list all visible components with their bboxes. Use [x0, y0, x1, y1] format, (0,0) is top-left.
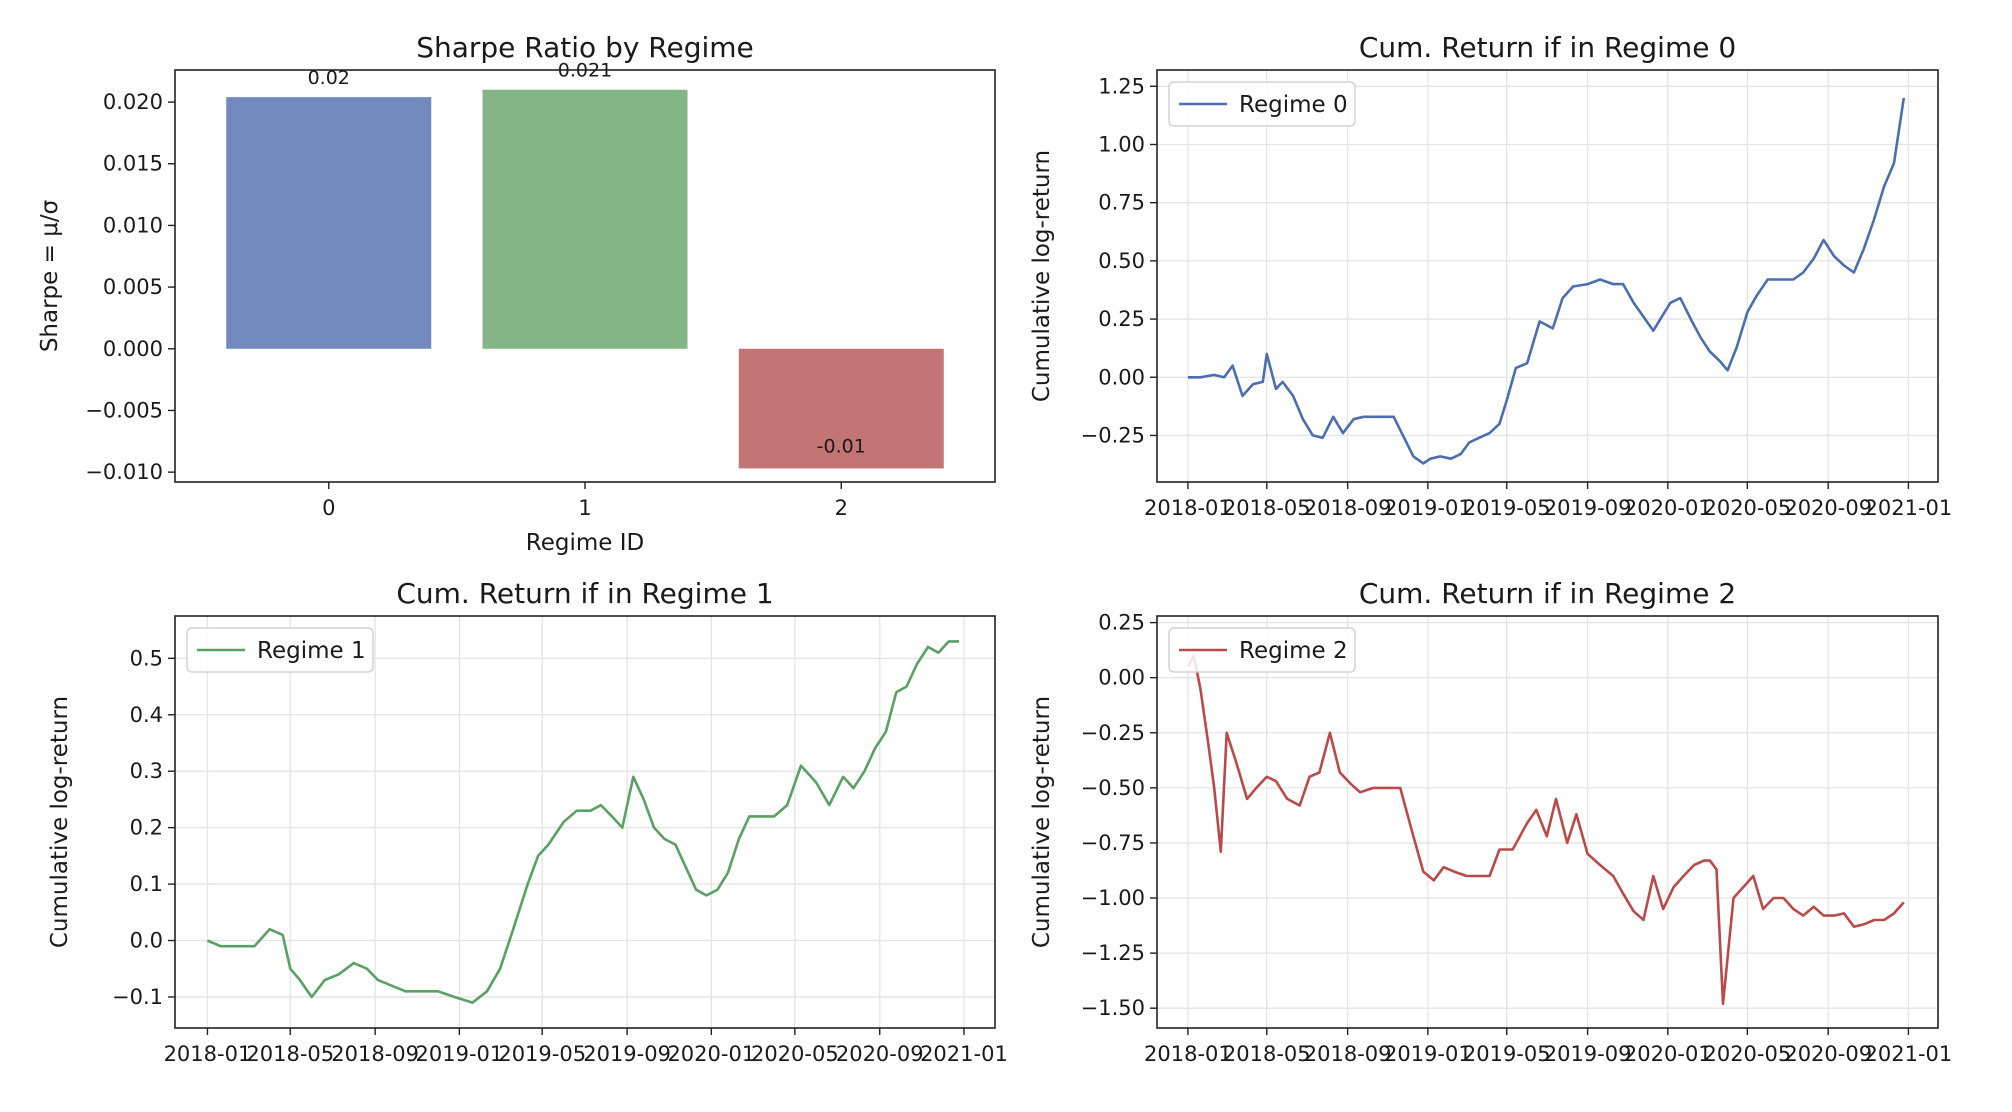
legend-label: Regime 0 [1239, 92, 1348, 118]
bar-regime-1 [482, 89, 688, 349]
y-tick-label: 0.00 [1098, 365, 1145, 389]
x-tick-label: 0 [322, 496, 335, 520]
y-tick-label: −1.25 [1081, 941, 1145, 965]
x-tick-label: 2019-09 [583, 1042, 671, 1066]
x-tick-label: 2019-01 [1384, 496, 1472, 520]
x-tick-label: 2020-05 [751, 1042, 839, 1066]
x-tick-label: 2020-01 [1624, 496, 1712, 520]
legend-box [1168, 81, 1356, 127]
chart-title: Cum. Return if in Regime 1 [396, 577, 773, 610]
y-tick-label: 0.75 [1098, 191, 1145, 215]
y-tick-label: 0.0 [130, 929, 163, 953]
y-axis-label: Cumulative log-return [1029, 696, 1055, 948]
y-tick-label: −0.1 [112, 985, 163, 1009]
y-tick-label: 0.020 [103, 90, 163, 114]
legend-label: Regime 1 [257, 638, 366, 664]
x-tick-label: 2020-09 [1784, 496, 1872, 520]
y-tick-label: −1.00 [1081, 886, 1145, 910]
x-tick-label: 2021-01 [1865, 496, 1953, 520]
x-tick-label: 2018-05 [246, 1042, 334, 1066]
x-tick-label: 2019-01 [1384, 1042, 1472, 1066]
x-tick-label: 2019-05 [1463, 1042, 1551, 1066]
y-tick-label: 1.00 [1098, 132, 1145, 156]
y-tick-label: 0.50 [1098, 249, 1145, 273]
bar-data-label: -0.01 [817, 435, 866, 457]
x-tick-label: 2018-09 [1304, 496, 1392, 520]
legend-box [186, 627, 374, 673]
plot-frame [1156, 615, 1939, 1029]
y-tick-label: 0.010 [103, 213, 163, 237]
y-tick-label: −0.25 [1081, 423, 1145, 447]
x-tick-label: 2018-05 [1223, 496, 1311, 520]
legend-label: Regime 2 [1239, 638, 1348, 664]
x-tick-label: 2021-01 [1865, 1042, 1953, 1066]
series-line-regime-1 [206, 640, 960, 1004]
y-tick-label: 0.000 [103, 337, 163, 361]
y-tick-label: −0.50 [1081, 776, 1145, 800]
x-tick-label: 2020-01 [667, 1042, 755, 1066]
y-tick-label: −0.75 [1081, 831, 1145, 855]
y-tick-label: 0.2 [130, 816, 163, 840]
chart-title: Cum. Return if in Regime 2 [1359, 577, 1736, 610]
y-tick-label: −1.50 [1081, 996, 1145, 1020]
bar-regime-2 [738, 348, 944, 469]
y-tick-label: −0.005 [85, 398, 163, 422]
x-tick-label: 1 [578, 496, 591, 520]
y-tick-label: 0.005 [103, 275, 163, 299]
y-tick-label: −0.25 [1081, 721, 1145, 745]
chart-title: Cum. Return if in Regime 0 [1359, 31, 1736, 64]
x-tick-label: 2 [835, 496, 848, 520]
series-line-regime-0 [1187, 97, 1906, 465]
x-tick-label: 2020-09 [1784, 1042, 1872, 1066]
x-tick-label: 2019-09 [1544, 1042, 1632, 1066]
y-tick-label: 0.00 [1098, 666, 1145, 690]
x-tick-label: 2018-05 [1223, 1042, 1311, 1066]
regime-2-line-chart: Regime 2 −1.50 −1.25 −1.00 −0.75 −0.50 −0.25 0.… [1029, 577, 1952, 1066]
y-tick-label: −0.010 [85, 460, 163, 484]
x-tick-label: 2020-05 [1703, 496, 1791, 520]
plot-frame [1156, 69, 1939, 483]
x-tick-label: 2018-09 [1304, 1042, 1392, 1066]
regime-1-line-chart: Regime 1−0.10.00.10.20.30.40.52018-01201… [47, 577, 1008, 1066]
plot-frame [174, 615, 996, 1029]
x-tick-label: 2019-09 [1544, 496, 1632, 520]
y-tick-label: 1.25 [1098, 74, 1145, 98]
x-tick-label: 2019-01 [416, 1042, 504, 1066]
y-axis-label: Cumulative log-return [1029, 150, 1055, 402]
x-tick-label: 2019-05 [498, 1042, 586, 1066]
y-tick-label: 0.015 [103, 152, 163, 176]
x-tick-label: 2020-05 [1703, 1042, 1791, 1066]
x-axis-label: Regime ID [526, 530, 644, 556]
sharpe-bar-chart: 0.02 0.021-0.01−0.010−0.0050.0000.0050.01… [37, 31, 996, 556]
x-tick-label: 2020-01 [1624, 1042, 1712, 1066]
y-axis-label: Sharpe = μ/σ [37, 200, 63, 352]
x-tick-label: 2019-05 [1463, 496, 1551, 520]
y-tick-label: 0.25 [1098, 611, 1145, 635]
x-tick-label: 2018-01 [1144, 496, 1232, 520]
bar-regime-0 [226, 97, 432, 349]
x-tick-label: 2020-09 [836, 1042, 924, 1066]
legend-box [1168, 627, 1356, 673]
x-tick-label: 2018-01 [164, 1042, 252, 1066]
y-axis-label: Cumulative log-return [47, 696, 73, 948]
y-tick-label: 0.1 [130, 872, 163, 896]
y-tick-label: 0.25 [1098, 307, 1145, 331]
y-tick-label: 0.3 [130, 759, 163, 783]
chart-title: Sharpe Ratio by Regime [416, 31, 754, 64]
x-tick-label: 2018-01 [1144, 1042, 1232, 1066]
series-line-regime-2 [1186, 654, 1905, 1006]
regime-0-line-chart: Regime 0 −0.25 0.00 0.25 0.50 0.75 1.00 1.25 201… [1029, 31, 1952, 520]
x-tick-label: 2021-01 [920, 1042, 1008, 1066]
bar-data-label: 0.02 [308, 67, 350, 89]
y-tick-label: 0.4 [130, 703, 163, 727]
y-tick-label: 0.5 [130, 646, 163, 670]
x-tick-label: 2018-09 [331, 1042, 419, 1066]
